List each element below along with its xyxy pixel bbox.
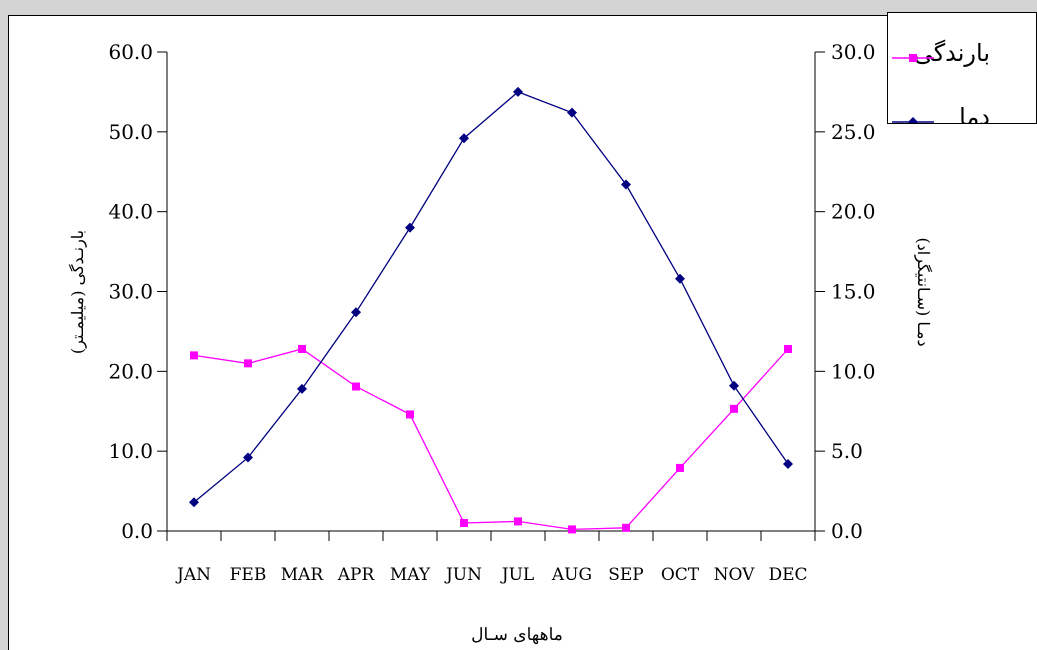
rainfall-data-point <box>352 382 360 391</box>
rainfall-data-point <box>622 523 630 532</box>
x-axis-title: ماههای سـال <box>471 625 563 645</box>
left-y-tick-label: 0.0 <box>121 519 153 543</box>
x-tick-label: JUN <box>444 565 482 585</box>
right-y-tick-label: 25.0 <box>831 120 876 144</box>
axes: 0.0 10.0 20.0 30.0 40.0 50.0 60.0 0.0 5.0 10.0 15.… <box>108 40 875 585</box>
left-y-axis-title: بارنـدگی (میلیمـتر) <box>68 230 87 354</box>
left-y-tick-label: 60.0 <box>108 40 153 64</box>
right-y-tick-label: 5.0 <box>831 439 863 463</box>
x-tick-label: DEC <box>768 565 807 585</box>
temperature-data-point <box>297 383 307 394</box>
temperature-data-point <box>459 133 469 144</box>
temperature-data-point <box>513 86 523 97</box>
right-y-tick-label: 20.0 <box>831 200 876 224</box>
temperature-data-point <box>351 307 361 318</box>
rainfall-data-point <box>784 344 792 353</box>
right-y-tick-label: 30.0 <box>831 40 876 64</box>
x-tick-label: MAR <box>281 565 325 585</box>
legend-label-temperature: دما <box>959 103 990 124</box>
legend: بارندگی دما <box>887 12 1037 124</box>
left-y-tick-label: 30.0 <box>108 280 153 304</box>
rainfall-data-point <box>460 519 468 528</box>
x-tick-label: SEP <box>608 565 644 585</box>
right-y-axis-title: دمـا (سـانتیگراد) <box>914 237 933 346</box>
temperature-data-point <box>783 458 793 469</box>
rainfall-data-point <box>406 410 414 419</box>
rainfall-data-point <box>298 344 306 353</box>
temperature-data-point <box>405 222 415 233</box>
legend-label-rainfall: بارندگی <box>913 39 990 67</box>
chart-area <box>8 15 1037 650</box>
legend-item-temperature: دما <box>888 103 1036 124</box>
right-y-tick-label: 0.0 <box>831 519 863 543</box>
left-y-tick-label: 40.0 <box>108 200 153 224</box>
legend-swatch-rainfall <box>892 54 934 62</box>
x-tick-label: FEB <box>230 565 267 585</box>
left-y-tick-label: 50.0 <box>108 120 153 144</box>
temperature-data-point <box>729 380 739 391</box>
legend-swatch-temperature <box>892 117 934 123</box>
left-y-tick-label: 20.0 <box>108 359 153 383</box>
x-tick-label: JUL <box>500 565 534 585</box>
right-y-tick-label: 10.0 <box>831 359 876 383</box>
temperature-series-line <box>193 91 789 503</box>
rainfall-data-point <box>676 463 684 472</box>
rainfall-series-line <box>193 348 789 531</box>
x-tick-label: OCT <box>661 565 700 585</box>
series-markers <box>189 86 793 534</box>
x-tick-label: MAY <box>390 565 431 585</box>
legend-item-rainfall: بارندگی <box>888 39 1036 79</box>
rainfall-data-point <box>568 525 576 534</box>
series-lines <box>193 91 789 531</box>
temperature-data-point <box>621 179 631 190</box>
left-y-tick-label: 10.0 <box>108 439 153 463</box>
x-tick-label: AUG <box>551 565 592 585</box>
temperature-data-point <box>189 497 199 508</box>
temperature-data-point <box>567 107 577 118</box>
x-tick-label: APR <box>337 565 376 585</box>
rainfall-data-point <box>244 359 252 368</box>
right-y-tick-label: 15.0 <box>831 280 876 304</box>
temperature-data-point <box>243 452 253 463</box>
x-tick-label: NOV <box>714 565 756 585</box>
x-tick-label: JAN <box>175 565 211 585</box>
rainfall-data-point <box>730 404 738 413</box>
temperature-data-point <box>675 273 685 284</box>
rainfall-data-point <box>190 351 198 360</box>
rainfall-data-point <box>514 517 522 526</box>
